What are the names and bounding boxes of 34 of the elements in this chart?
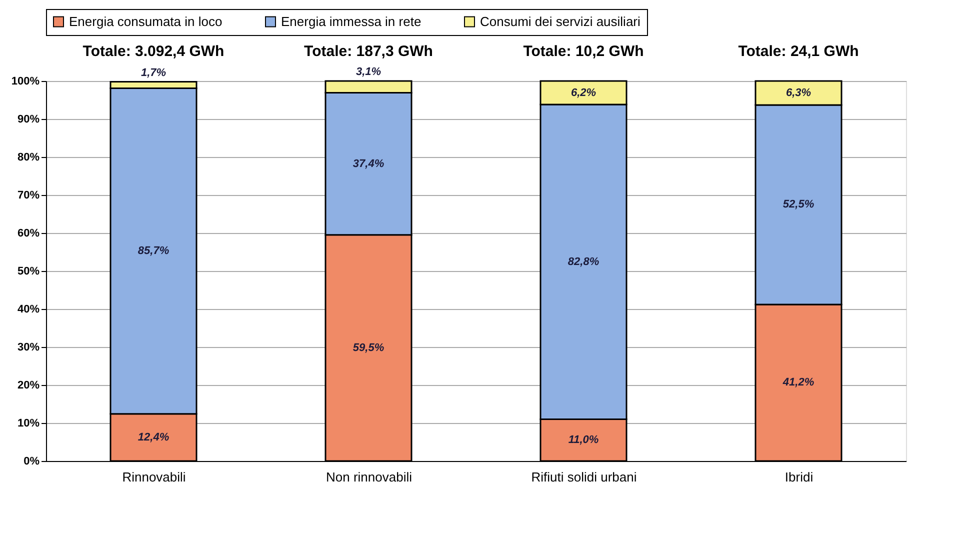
data-label: 37,4% (352, 158, 384, 170)
y-tick-label: 80% (17, 152, 40, 164)
annotation: Totale: 3.092,4 GWh (82, 43, 224, 60)
y-tick-label: 10% (17, 418, 40, 430)
data-label: 3,1% (356, 66, 382, 78)
data-label: 52,5% (782, 198, 814, 211)
x-tick-label: Rifiuti solidi urbani (531, 470, 637, 484)
y-tick-label: 100% (11, 76, 40, 88)
x-tick-label: Non rinnovabili (326, 470, 412, 484)
y-tick-label: 0% (24, 456, 40, 468)
legend-label: Energia consumata in loco (69, 14, 222, 29)
y-tick-label: 40% (17, 304, 40, 316)
data-label: 6,2% (570, 86, 596, 99)
y-tick-label: 60% (17, 228, 40, 240)
y-tick-label: 50% (17, 266, 40, 278)
data-label: 6,3% (786, 86, 812, 99)
x-tick-label: Rinnovabili (122, 470, 186, 484)
legend-label: Consumi dei servizi ausiliari (480, 14, 640, 29)
data-label: 1,7% (140, 66, 166, 79)
annotation: Totale: 24,1 GWh (738, 43, 859, 60)
data-label: 12,4% (138, 431, 170, 444)
data-label: 85,7% (138, 245, 170, 258)
annotation: Totale: 187,3 GWh (304, 43, 433, 60)
data-label: 11,0% (568, 434, 599, 446)
data-label: 41,2% (782, 376, 814, 389)
y-tick-label: 30% (17, 342, 40, 354)
y-tick-label: 90% (17, 114, 40, 126)
annotation: Totale: 10,2 GWh (523, 43, 644, 60)
data-label: 82,8% (568, 256, 600, 268)
y-tick-label: 20% (17, 380, 40, 392)
data-label: 59,5% (352, 342, 384, 354)
legend-label: Energia immessa in rete (281, 14, 422, 29)
y-tick-label: 70% (17, 190, 40, 202)
x-tick-label: Ibridi (784, 470, 814, 484)
